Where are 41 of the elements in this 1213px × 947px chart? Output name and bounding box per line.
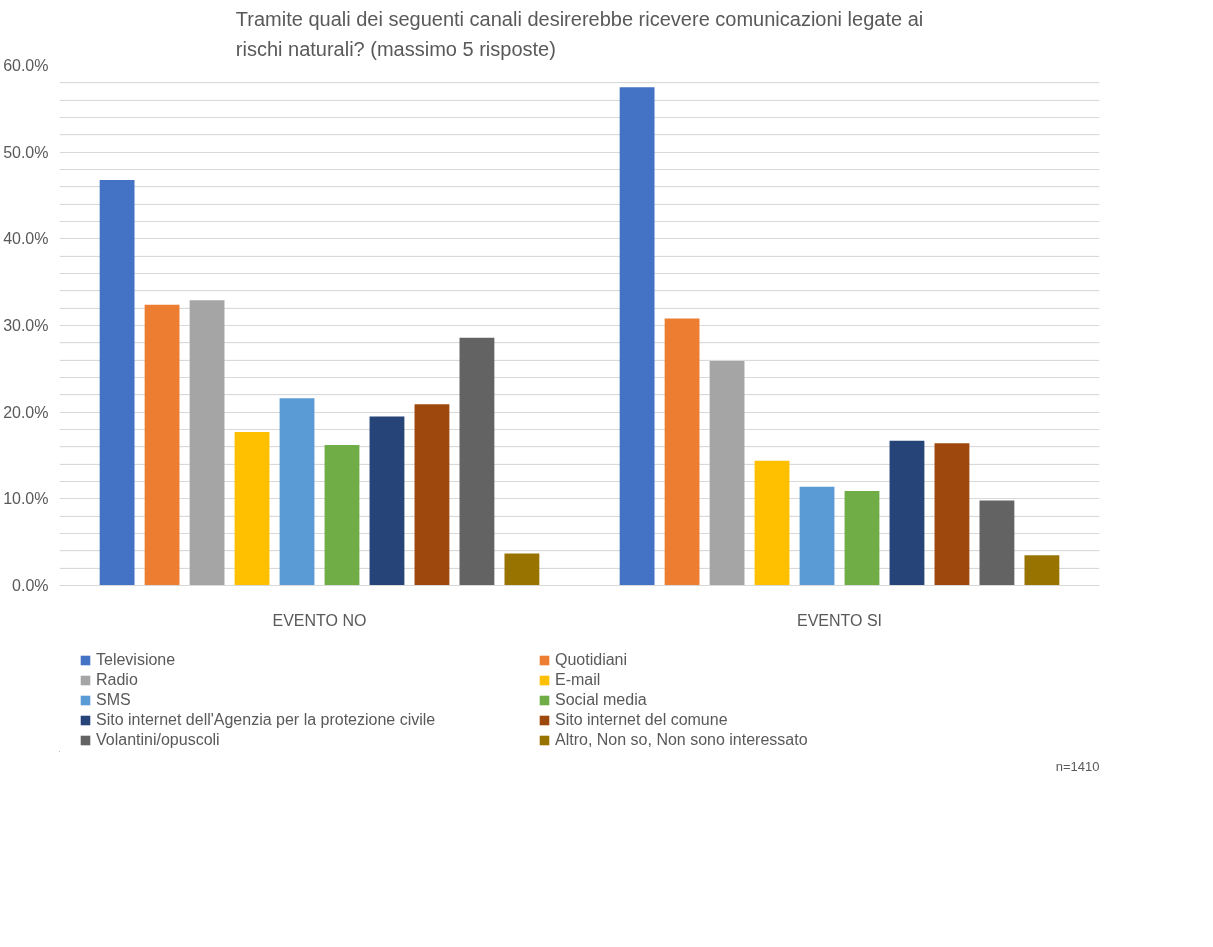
y-tick-label: 50.0%: [3, 143, 49, 161]
bar: [709, 361, 745, 586]
bar: [324, 445, 360, 586]
bar: [1024, 555, 1060, 586]
y-tick-label: 60.0%: [3, 57, 49, 74]
bar: [234, 432, 270, 586]
bar: [99, 179, 135, 586]
y-tick-label: 30.0%: [3, 317, 49, 334]
x-tick-label: EVENTO SI: [796, 611, 883, 629]
bar: [459, 337, 495, 586]
bar: [934, 443, 970, 586]
y-tick-label: 0.0%: [12, 577, 49, 594]
legend-label: Quotidiani: [555, 651, 629, 669]
legend-label: Radio: [96, 671, 139, 689]
legend-label: E-mail: [555, 671, 602, 689]
bar: [189, 300, 225, 586]
x-tick-label: EVENTO NO: [272, 611, 367, 629]
y-tick-label: 20.0%: [3, 403, 49, 421]
legend-label: Social media: [555, 691, 648, 709]
y-tick-label: 40.0%: [3, 230, 49, 248]
legend-label: Televisione: [96, 651, 177, 669]
bar: [504, 553, 540, 586]
legend-label: SMS: [96, 691, 132, 709]
bar: [144, 304, 180, 586]
bar: [414, 404, 450, 586]
chart-title: Tramite quali dei seguenti canali desirerebbe ricevere comunicazioni legate ai rischi naturali? (massimo 5 risposte): [235, 7, 924, 61]
bar: [799, 486, 835, 586]
legend-label: Volantini/opuscoli: [96, 731, 221, 749]
bar: [754, 460, 790, 586]
legend-label: Sito internet dell'Agenzia per la protezione civile: [96, 711, 437, 729]
bar: [369, 416, 405, 586]
text: n=1410: [1055, 758, 1100, 774]
bar: [619, 87, 655, 586]
bar: [979, 500, 1015, 586]
legend-label: Altro, Non so, Non sono interessato: [555, 731, 809, 749]
y-tick-label: 10.0%: [3, 490, 49, 508]
bar: [664, 318, 700, 586]
bar: [279, 398, 315, 586]
bar: [844, 491, 880, 586]
bar: [889, 440, 925, 586]
legend-label: Sito internet del comune: [555, 711, 729, 729]
